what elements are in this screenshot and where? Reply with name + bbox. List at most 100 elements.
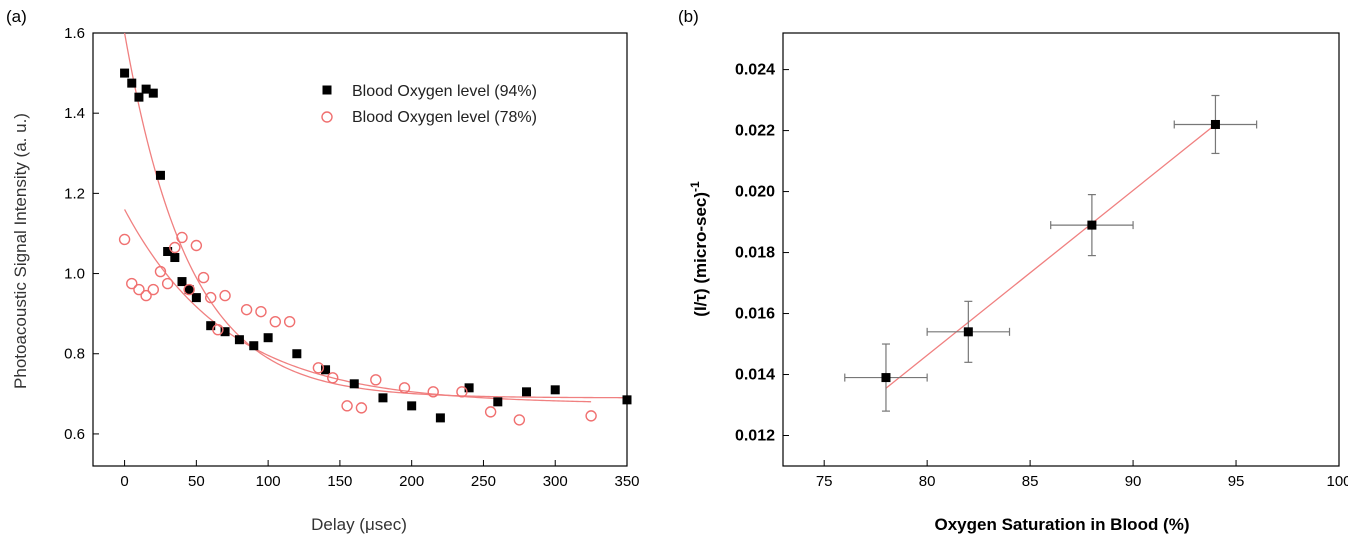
panel-b-x-tick-label: 95 <box>1228 473 1245 490</box>
panel-a-point-78 <box>169 241 181 254</box>
panel-a-x-tick-label: 250 <box>471 473 496 490</box>
panel-a-point-94 <box>435 413 445 423</box>
panel-a-point-78 <box>212 323 224 336</box>
panel-a-point-78 <box>176 231 188 244</box>
panel-a-x-tick-label: 150 <box>327 473 352 490</box>
legend-marker-78 <box>321 111 333 123</box>
panel-b-y-axis-label-main: (I/τ) (micro-sec) <box>691 192 710 317</box>
panel-a-point-94 <box>378 393 388 403</box>
panel-a-point-78 <box>312 362 325 374</box>
panel-b-y-tick-label: 0.012 <box>735 428 775 445</box>
panel-a-point-78 <box>269 315 282 328</box>
panel-a-point-78 <box>205 291 217 304</box>
panel-a-point-94 <box>464 383 474 393</box>
panel-a-point-78 <box>183 283 195 296</box>
panel-a-x-tick-label: 0 <box>120 473 128 490</box>
panel-b-point <box>881 373 891 383</box>
panel-b-x-tick-label: 90 <box>1125 473 1142 490</box>
panel-a-y-axis-label: Photoacoustic Signal Intensity (a. u.) <box>11 113 30 389</box>
panel-a-point-94 <box>120 68 130 78</box>
panel-a-point-94 <box>184 285 194 295</box>
panel-b-point <box>1087 220 1097 230</box>
panel-b-x-axis-label: Oxygen Saturation in Blood (%) <box>934 515 1189 534</box>
panel-a-point-94 <box>141 84 151 94</box>
panel-a-point-94 <box>622 395 632 405</box>
panel-b-y-axis-label: (I/τ) (micro-sec)-1 <box>688 181 710 317</box>
panel-b-y-tick-label: 0.020 <box>735 184 775 201</box>
panel-a-point-94 <box>263 333 273 343</box>
panel-b-y-tick-label: 0.016 <box>735 306 775 323</box>
panel-a-point-94 <box>191 293 201 303</box>
panel-b-label: (b) <box>678 7 699 26</box>
panel-a: (a) 0 50 100 150 200 250 300 350 0.6 0.8 1.0 1.2 1.4… <box>6 7 640 534</box>
legend-label-78: Blood Oxygen level (78%) <box>352 109 537 126</box>
panel-a-x-tick-label: 100 <box>256 473 281 490</box>
panel-a-point-78 <box>161 277 174 290</box>
panel-a-x-tick-label: 300 <box>543 473 568 490</box>
panel-b-x-tick-label: 80 <box>919 473 936 490</box>
panel-a-point-94 <box>177 277 187 287</box>
panel-a-point-94 <box>550 385 560 395</box>
panel-a-point-94 <box>163 247 173 257</box>
panel-a-point-78 <box>327 372 339 384</box>
panel-a-y-tick-label: 1.2 <box>64 185 85 202</box>
panel-a-point-78 <box>133 283 145 296</box>
panel-a-point-78 <box>456 386 468 398</box>
panel-a-point-94 <box>127 78 137 88</box>
panel-a-point-94 <box>155 170 165 180</box>
panel-a-point-94 <box>292 349 302 359</box>
panel-a-x-tick-label: 200 <box>399 473 424 490</box>
panel-b-point <box>963 327 973 337</box>
panel-a-point-78 <box>118 233 131 246</box>
panel-b-frame <box>782 32 1340 467</box>
panel-a-point-78 <box>147 283 159 296</box>
panel-a-point-94 <box>407 401 417 411</box>
panel-a-point-94 <box>349 379 359 389</box>
panel-a-point-78 <box>341 400 353 412</box>
panel-a-point-78 <box>197 271 210 284</box>
panel-a-point-78 <box>190 239 203 252</box>
panel-a-point-94 <box>493 397 503 407</box>
panel-a-y-tick-label: 1.0 <box>64 266 85 283</box>
panel-a-point-94 <box>134 92 144 102</box>
panel-a-point-78 <box>140 289 152 302</box>
panel-a-y-tick-label: 0.6 <box>64 426 85 443</box>
panel-a-point-94 <box>321 365 331 375</box>
panel-a-point-94 <box>220 327 230 337</box>
panel-a-x-axis-label: Delay (μsec) <box>311 515 407 534</box>
panel-b-plot-area: 75 80 85 90 95 100 0.012 0.014 0.016 0.018 0.020 0.… <box>735 32 1348 490</box>
panel-a-point-78 <box>513 414 526 426</box>
panel-a-point-78 <box>219 289 231 302</box>
panel-a-point-94 <box>206 321 216 331</box>
panel-a-point-94 <box>170 253 180 263</box>
panel-b-x-tick-label: 85 <box>1022 473 1039 490</box>
panel-b-y-tick-label: 0.022 <box>735 123 775 140</box>
panel-a-point-78 <box>240 303 253 316</box>
panel-b-y-tick-label: 0.024 <box>735 62 775 79</box>
panel-a-point-78 <box>283 315 296 328</box>
panel-a-point-78 <box>126 277 138 290</box>
panel-a-y-tick-label: 1.4 <box>64 105 85 122</box>
panel-b-x-tick-label: 100 <box>1326 473 1348 490</box>
panel-a-label: (a) <box>6 7 27 26</box>
panel-a-point-78 <box>585 410 597 422</box>
panel-a-fit-curve-1 <box>124 209 592 403</box>
panel-a-fit-curve-0 <box>123 32 628 399</box>
panel-a-point-78 <box>154 265 167 278</box>
panel-a-point-78 <box>370 374 382 386</box>
panel-a-y-tick-label: 0.8 <box>64 346 85 363</box>
panel-b-y-axis-label-superscript: -1 <box>688 181 702 192</box>
panel-a-y-tick-label: 1.6 <box>64 25 85 42</box>
panel-b-fit-line <box>885 123 1216 389</box>
panel-a-point-94 <box>234 335 244 345</box>
panel-a-x-tick-label: 350 <box>614 473 639 490</box>
panel-a-point-78 <box>398 382 411 394</box>
panel-b-y-tick-label: 0.018 <box>735 245 775 262</box>
panel-a-point-94 <box>249 341 259 351</box>
panel-a-point-78 <box>427 386 439 398</box>
legend-marker-94 <box>322 85 332 95</box>
panel-b-point <box>1210 119 1220 129</box>
panel-b-y-tick-label: 0.014 <box>735 367 775 384</box>
panel-b-x-tick-label: 75 <box>816 473 833 490</box>
